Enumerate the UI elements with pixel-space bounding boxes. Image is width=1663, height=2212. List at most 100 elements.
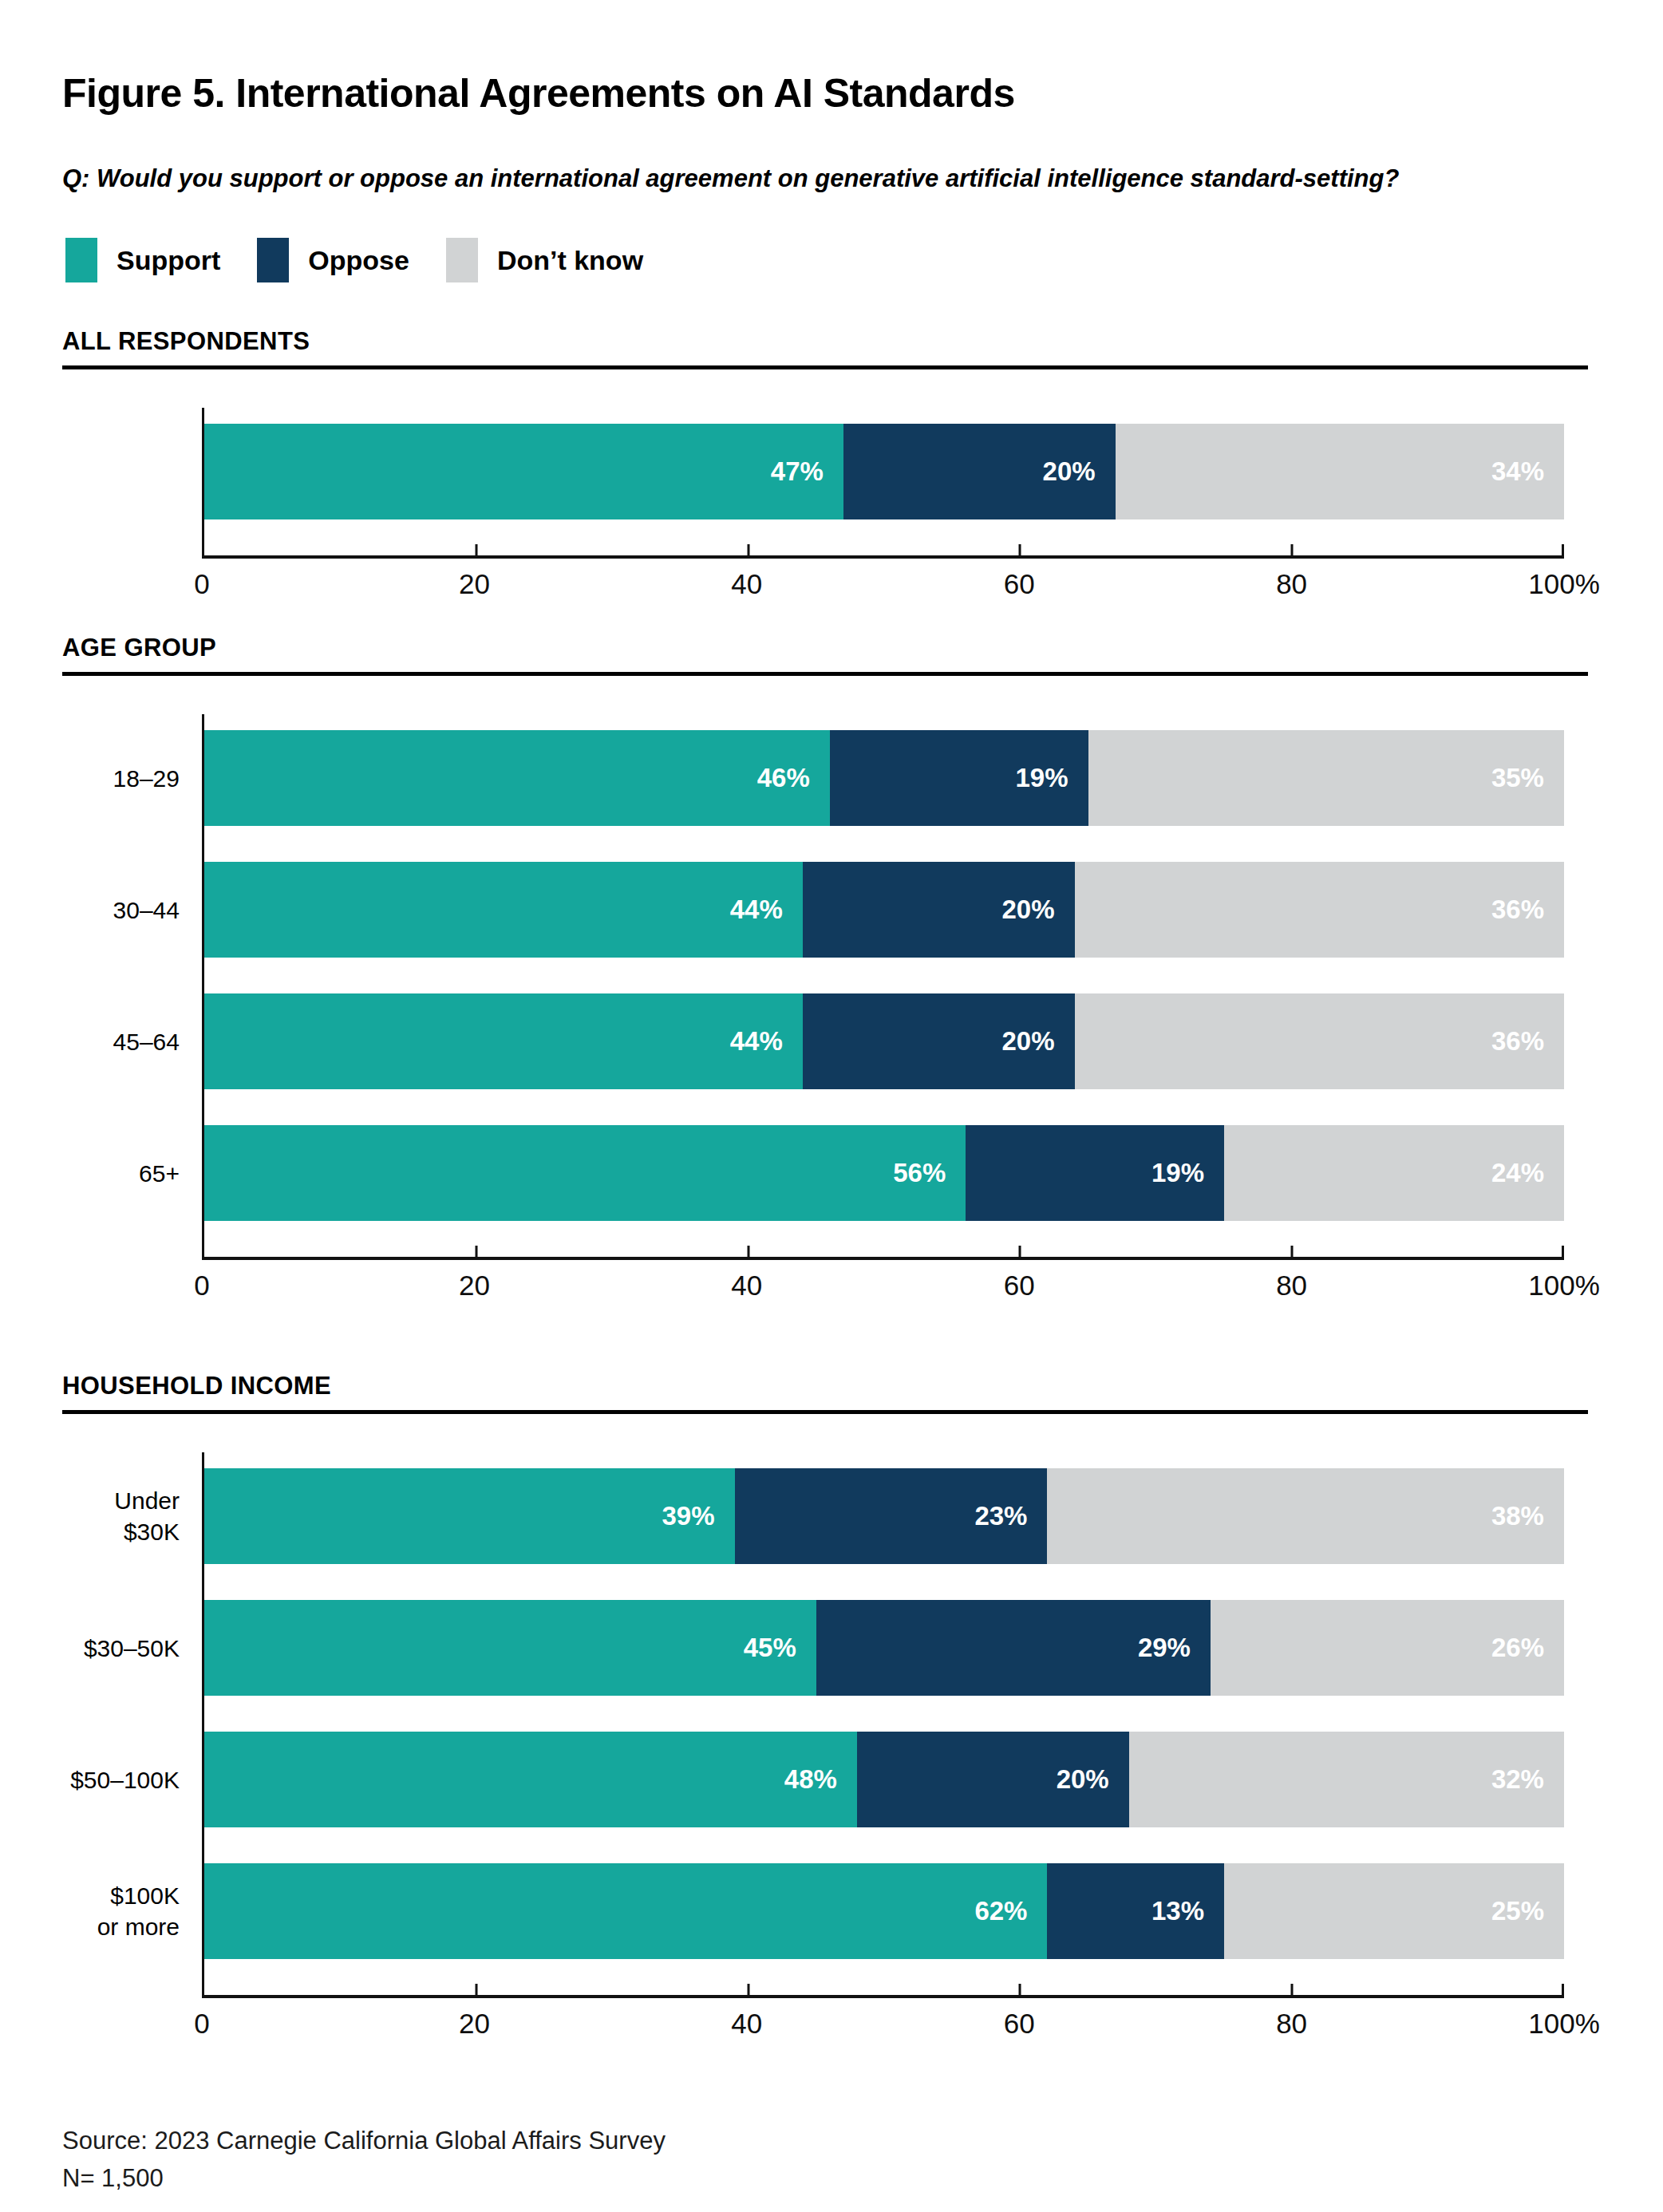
x-axis-tick	[747, 544, 749, 555]
bar-row: 46%19%35%	[204, 730, 1564, 826]
x-axis-tick-label: 60	[1004, 568, 1035, 600]
x-axis-tick-label: 0	[194, 568, 209, 600]
legend-label: Don’t know	[497, 245, 643, 276]
x-axis-tick	[1019, 1246, 1021, 1257]
bar-segment-support: 45%	[204, 1600, 816, 1696]
x-axis-line	[202, 1257, 1564, 1260]
bar-segment-support: 62%	[204, 1863, 1047, 1959]
x-axis-tick-label: 100%	[1528, 2008, 1600, 2040]
bar-segment-support: 46%	[204, 730, 830, 826]
figure-title: Figure 5. International Agreements on AI…	[62, 70, 1588, 117]
bar-row: 48%20% 32%	[204, 1732, 1564, 1827]
x-axis-tick	[747, 1246, 749, 1257]
segment-value-label: 46%	[757, 763, 830, 793]
stacked-bar-chart: Under $30K$30–50K$50–100K$100K or more 3…	[62, 1452, 1588, 2043]
category-label: 30–44	[62, 862, 202, 958]
x-axis-tick-label: 20	[459, 1270, 490, 1302]
bar-row: 56%19%24%	[204, 1125, 1564, 1221]
chart-section: ALL RESPONDENTS 47%20%34% 020406080100%	[62, 327, 1588, 603]
bar-segment-don-t-know: 34%	[1116, 424, 1564, 519]
bar-segment-support: 48%	[204, 1732, 857, 1827]
x-axis-tick-label: 20	[459, 568, 490, 600]
source-note: Source: 2023 Carnegie California Global …	[62, 2123, 1588, 2197]
section-title: ALL RESPONDENTS	[62, 327, 1588, 356]
bar-segment-oppose: 20%	[843, 424, 1116, 519]
segment-value-label: 26%	[1491, 1633, 1564, 1663]
bar-segment-oppose: 20%	[803, 993, 1075, 1089]
segment-value-label: 62%	[974, 1896, 1047, 1926]
segment-value-label: 56%	[893, 1158, 966, 1188]
bar-row: 45%29% 26%	[204, 1600, 1564, 1696]
x-axis-tick	[475, 1246, 477, 1257]
bar-segment-oppose: 29%	[816, 1600, 1211, 1696]
bar-segment-don-t-know: 26%	[1211, 1600, 1564, 1696]
x-axis-tick	[1562, 1246, 1564, 1257]
segment-value-label: 32%	[1491, 1764, 1564, 1795]
plot-column: 46%19%35%44%20%36%44%20%36%56%19%24% 020…	[202, 714, 1564, 1305]
section-title: HOUSEHOLD INCOME	[62, 1372, 1588, 1400]
category-label: 18–29	[62, 730, 202, 826]
bar-row: 47%20% 34%	[204, 424, 1564, 519]
segment-value-label: 39%	[662, 1501, 734, 1531]
category-label: $100K or more	[62, 1863, 202, 1959]
x-axis-tick	[1019, 1984, 1021, 1995]
category-label: $50–100K	[62, 1732, 202, 1827]
legend-item-dont-know: Don’t know	[446, 238, 643, 282]
x-axis-tick-label: 40	[731, 1270, 762, 1302]
segment-value-label: 44%	[730, 895, 803, 925]
x-axis-tick-label: 100%	[1528, 1270, 1600, 1302]
survey-question: Q: Would you support or oppose an intern…	[62, 164, 1588, 193]
segment-value-label: 48%	[784, 1764, 857, 1795]
x-axis-tick	[1291, 544, 1294, 555]
stacked-bar-chart: 47%20%34% 020406080100%	[62, 408, 1588, 603]
x-axis-tick	[1562, 1984, 1564, 1995]
x-axis-tick-label: 0	[194, 2008, 209, 2040]
x-axis-tick	[475, 1984, 477, 1995]
bar-segment-oppose: 23%	[735, 1468, 1048, 1564]
charts-container: ALL RESPONDENTS 47%20%34% 020406080100% …	[62, 327, 1588, 2043]
x-axis-tick-labels: 020406080100%	[202, 2008, 1564, 2043]
x-axis-tick	[1562, 544, 1564, 555]
bar-segment-support: 39%	[204, 1468, 735, 1564]
segment-value-label: 25%	[1491, 1896, 1564, 1926]
bar-segment-oppose: 13%	[1047, 1863, 1224, 1959]
segment-value-label: 13%	[1151, 1896, 1224, 1926]
bar-segment-don-t-know: 38%	[1047, 1468, 1564, 1564]
x-axis-tick-label: 100%	[1528, 568, 1600, 600]
segment-value-label: 34%	[1491, 456, 1564, 487]
bar-segment-support: 44%	[204, 993, 803, 1089]
segment-value-label: 23%	[974, 1501, 1047, 1531]
segment-value-label: 45%	[744, 1633, 816, 1663]
bar-segment-don-t-know: 36%	[1075, 862, 1564, 958]
segment-value-label: 36%	[1491, 895, 1564, 925]
legend: Support Oppose Don’t know	[65, 238, 1588, 282]
section-divider	[62, 672, 1588, 676]
bar-segment-oppose: 20%	[857, 1732, 1129, 1827]
legend-item-oppose: Oppose	[257, 238, 409, 282]
segment-value-label: 19%	[1151, 1158, 1224, 1188]
bar-segment-don-t-know: 35%	[1088, 730, 1564, 826]
plot-column: 39% 23% 38% 45%29% 26% 48%20% 32% 62% 13% 25% 020…	[202, 1452, 1564, 2043]
bar-segment-support: 47%	[204, 424, 843, 519]
section-title: AGE GROUP	[62, 634, 1588, 662]
x-axis-line	[202, 555, 1564, 559]
segment-value-label: 38%	[1491, 1501, 1564, 1531]
figure-page: Figure 5. International Agreements on AI…	[0, 0, 1663, 2197]
x-axis-tick-label: 80	[1276, 568, 1307, 600]
x-axis-tick	[747, 1984, 749, 1995]
plot-area: 39% 23% 38% 45%29% 26% 48%20% 32% 62% 13% 25%	[202, 1452, 1564, 1998]
x-axis-tick-label: 60	[1004, 2008, 1035, 2040]
legend-item-support: Support	[65, 238, 220, 282]
bar-segment-support: 44%	[204, 862, 803, 958]
bar-segment-support: 56%	[204, 1125, 966, 1221]
category-labels-column: Under $30K$30–50K$50–100K$100K or more	[62, 1452, 202, 2043]
chart-section: AGE GROUP 18–2930–4445–6465+ 46%19%35%44…	[62, 634, 1588, 1305]
category-label: $30–50K	[62, 1600, 202, 1696]
x-axis-tick	[1291, 1984, 1294, 1995]
x-axis-tick-label: 0	[194, 1270, 209, 1302]
x-axis-tick-label: 40	[731, 568, 762, 600]
bar-row: 44%20%36%	[204, 993, 1564, 1089]
legend-label: Oppose	[308, 245, 409, 276]
segment-value-label: 20%	[1001, 895, 1074, 925]
chart-section: HOUSEHOLD INCOME Under $30K$30–50K$50–10…	[62, 1372, 1588, 2043]
